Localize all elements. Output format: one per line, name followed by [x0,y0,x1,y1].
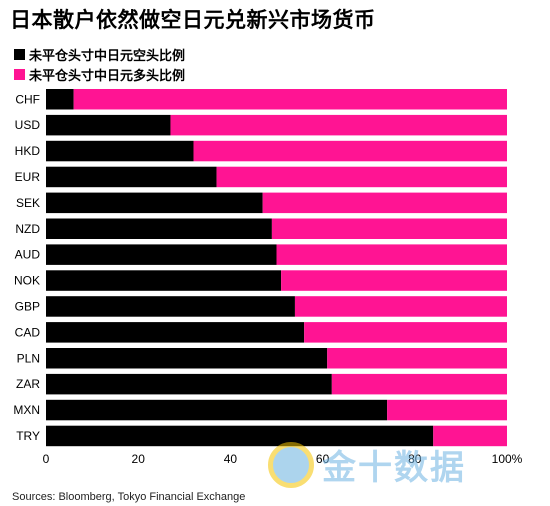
legend-swatch-short [14,48,25,60]
category-label: USD [15,118,41,132]
category-label: GBP [15,299,40,313]
x-tick-label: 100% [492,452,523,466]
bar-cad-short [46,322,305,343]
category-label: TRY [16,429,40,443]
bar-pln-long [327,348,507,369]
bar-chf-long [73,89,507,110]
legend-label-long: 未平仓头寸中日元多头比例 [29,68,186,84]
bar-usd-short [46,114,171,136]
category-label: SEK [16,196,40,210]
x-tick-label: 20 [132,452,146,466]
x-axis-tick-labels: 0 20 40 60 80 100% [43,452,523,466]
category-label: PLN [17,351,40,365]
source-note: Sources: Bloomberg, Tokyo Financial Exch… [12,491,246,503]
category-label: MXN [13,403,40,417]
legend-label-short: 未平仓头寸中日元空头比例 [29,48,186,64]
legend-swatch-long [14,68,25,80]
category-label: EUR [15,170,41,184]
category-label: CAD [15,325,41,339]
bar-aud-long [276,244,507,265]
category-label: CHF [15,92,40,106]
bar-eur-long [216,166,507,188]
bar-zar-short [46,373,332,395]
category-labels: CHF USD HKD EUR SEK NZD AUD NOK GBP CAD PLN ZAR MXN T… [13,92,40,443]
bar-hkd-short [46,140,194,162]
watermark-text: 金十数据 [322,448,466,488]
x-tick-label: 0 [43,452,50,466]
category-label: NZD [15,222,40,236]
bar-gbp-long [294,296,507,317]
bar-cad-long [304,322,507,343]
bar-hkd-long [193,140,507,162]
legend-item-short: 未平仓头寸中日元空头比例 [14,44,185,64]
legend: 未平仓头寸中日元空头比例 未平仓头寸中日元多头比例 [14,44,185,84]
chart-title: 日本散户依然做空日元兑新兴市场货币 [10,8,376,32]
x-tick-label: 60 [316,452,330,466]
category-label: NOK [14,274,40,288]
bar-nzd-short [46,218,272,239]
category-label: ZAR [16,377,40,391]
bar-try-long [433,425,507,447]
bar-eur-short [46,166,217,188]
bar-zar-long [331,373,507,395]
x-tick-label: 80 [408,452,422,466]
watermark: 金十数据 [268,440,466,489]
category-label: AUD [15,248,41,262]
bar-gbp-short [46,296,295,317]
bar-try-short [46,425,434,447]
bar-sek-short [46,192,263,214]
bar-mxn-long [387,399,507,421]
category-label: HKD [15,144,41,158]
bar-usd-long [170,114,507,136]
watermark-logo-icon [268,441,314,488]
bar-nzd-long [271,218,507,239]
legend-item-long: 未平仓头寸中日元多头比例 [14,64,185,84]
bar-nok-short [46,270,282,291]
bar-mxn-short [46,399,388,421]
bar-aud-short [46,244,277,265]
bars-group [46,89,507,447]
bar-chf-short [46,89,74,110]
bar-pln-short [46,348,328,369]
bar-nok-long [281,270,507,291]
x-tick-label: 40 [224,452,238,466]
bar-sek-long [262,192,507,214]
